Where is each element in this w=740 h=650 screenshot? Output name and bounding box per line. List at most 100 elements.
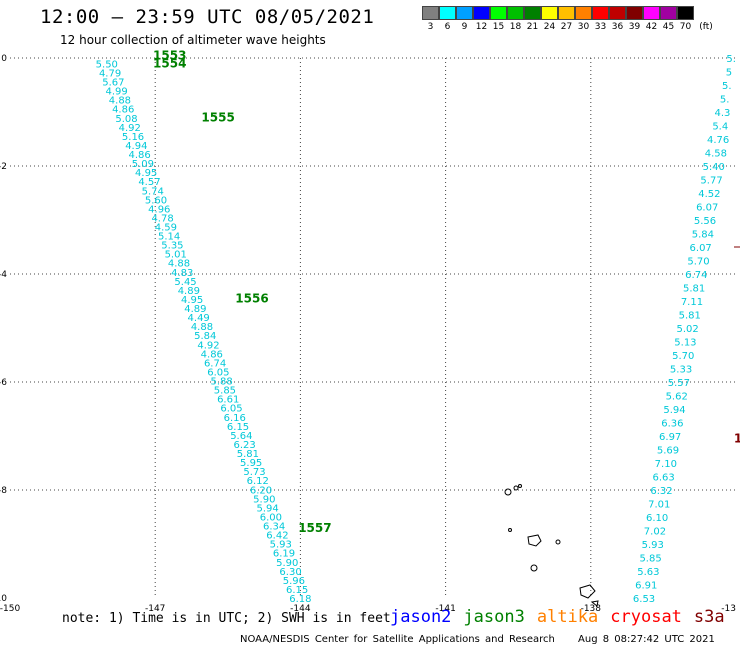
color-swatch: [473, 6, 490, 20]
wave-height-value: 5.62: [666, 392, 688, 403]
wave-height-value: 5: [726, 68, 732, 79]
wave-height-value: 5.74: [142, 186, 164, 197]
longitude-tick-label: -141: [435, 604, 455, 614]
wave-height-value: 7.10: [655, 459, 677, 470]
color-scale-label: 36: [611, 22, 624, 32]
color-swatch: [456, 6, 473, 20]
pass-time-label: 1555: [201, 110, 234, 124]
wave-height-value: 5.81: [683, 284, 705, 295]
island-outline: [579, 584, 596, 599]
island-outline: [530, 564, 538, 572]
wave-height-value: 6.42: [266, 531, 288, 542]
latitude-tick-label: -2: [0, 162, 7, 172]
color-scale-labels: 3 6 9 12 15 18 21 24 27 30 33 36 39 42 45 70 (ft): [422, 22, 718, 32]
wave-height-value: 6.05: [207, 367, 229, 378]
wave-height-value: 5.14: [158, 232, 180, 243]
wave-height-value: 5.02: [676, 324, 698, 335]
island-outline: [513, 485, 519, 491]
wave-height-value: 6.63: [653, 473, 675, 484]
wave-height-value: 5.09: [132, 159, 154, 170]
color-swatch: [643, 6, 660, 20]
wave-height-value: 4.88: [109, 96, 131, 107]
wave-height-value: 5.35: [161, 241, 183, 252]
color-scale-label: 39: [628, 22, 641, 32]
wave-height-value: 5.93: [642, 540, 664, 551]
wave-height-value: 6.00: [260, 512, 282, 523]
wave-height-value: 6.53: [633, 594, 655, 605]
wave-height-value: 5.50: [96, 59, 118, 70]
color-swatch: [609, 6, 626, 20]
generated-timestamp: Aug 8 08:27:42 UTC 2021: [578, 634, 715, 645]
wave-height-value: 4.89: [178, 286, 200, 297]
wave-height-value: 5.: [722, 81, 732, 92]
wave-height-value: 5.67: [102, 78, 124, 89]
color-scale-label: 33: [594, 22, 607, 32]
island-outline: [508, 528, 512, 532]
wave-height-value: 5.: [726, 54, 736, 65]
wave-height-value: 6.23: [233, 440, 255, 451]
corner-tick-label: -150: [0, 604, 20, 614]
wave-height-value: 5.96: [283, 576, 305, 587]
wave-height-value: 5.16: [122, 132, 144, 143]
color-swatch: [439, 6, 456, 20]
latitude-tick-label: -4: [0, 270, 7, 280]
color-scale-label: 24: [543, 22, 556, 32]
wave-height-value: 6.15: [227, 422, 249, 433]
latitude-tick-label: -6: [0, 378, 7, 388]
color-swatch: [490, 6, 507, 20]
wave-height-value: 7.01: [648, 500, 670, 511]
wave-height-value: 5.13: [674, 338, 696, 349]
wave-height-value: 6.15: [286, 585, 308, 596]
wave-height-value: 5.84: [692, 230, 714, 241]
satellite-legend-cryosat: cryosat: [610, 607, 682, 627]
wave-height-value: 5.88: [211, 377, 233, 388]
island-outline: [518, 484, 522, 488]
wave-height-value: 6.91: [635, 581, 657, 592]
wave-height-value: 4.79: [99, 68, 121, 79]
wave-height-value: 6.30: [279, 567, 301, 578]
wave-height-value: 4.57: [138, 177, 160, 188]
color-scale-label: 3: [427, 22, 434, 32]
wave-height-value: 5.60: [145, 195, 167, 206]
pass-time-label: 1553: [153, 48, 186, 62]
corner-tick-label: -13: [721, 604, 736, 614]
wave-height-value: 6.61: [217, 395, 239, 406]
wave-height-value: 4.88: [191, 322, 213, 333]
wave-height-value: 5.40: [703, 162, 725, 173]
wave-height-value: 5.94: [663, 405, 685, 416]
wave-height-value: 4.49: [188, 313, 210, 324]
wave-height-value: 6.32: [650, 486, 672, 497]
color-scale-label: 27: [560, 22, 573, 32]
pass-time-label: 1556: [235, 291, 268, 305]
wave-height-value: 6.07: [696, 203, 718, 214]
wave-height-value: 5.90: [276, 558, 298, 569]
satellite-legend-jason3: jason3: [463, 607, 525, 627]
longitude-tick-label: -147: [145, 604, 165, 614]
wave-height-value: 5.73: [243, 467, 265, 478]
pass-time-label: 1902: [734, 432, 740, 446]
color-scale-label: 18: [509, 22, 522, 32]
satellite-legend-jason2: jason2: [390, 607, 452, 627]
wave-height-value: 6.74: [685, 270, 707, 281]
color-swatch: [660, 6, 677, 20]
color-swatch: [677, 6, 694, 20]
color-scale-label: 42: [645, 22, 658, 32]
color-scale-label: 70: [679, 22, 692, 32]
wave-height-value: 5.57: [668, 378, 690, 389]
wave-height-value: 6.97: [659, 432, 681, 443]
pass-time-label: 1557: [298, 521, 331, 535]
color-scale-label: 9: [461, 22, 468, 32]
wave-height-value: 5.70: [672, 351, 694, 362]
wave-height-value: 5.01: [165, 250, 187, 261]
wave-height-value: 5.81: [679, 311, 701, 322]
wave-height-value: 5.93: [270, 540, 292, 551]
wave-height-value: 4.99: [106, 87, 128, 98]
wave-height-value: 4.96: [148, 204, 170, 215]
color-scale-label: 12: [475, 22, 488, 32]
wave-height-value: 4.95: [181, 295, 203, 306]
island-outline: [504, 488, 512, 496]
color-scale-label: 45: [662, 22, 675, 32]
satellite-legend-altika: altika: [536, 607, 599, 627]
wave-height-value: 4.95: [135, 168, 157, 179]
wave-height-value: 4.83: [171, 268, 193, 279]
